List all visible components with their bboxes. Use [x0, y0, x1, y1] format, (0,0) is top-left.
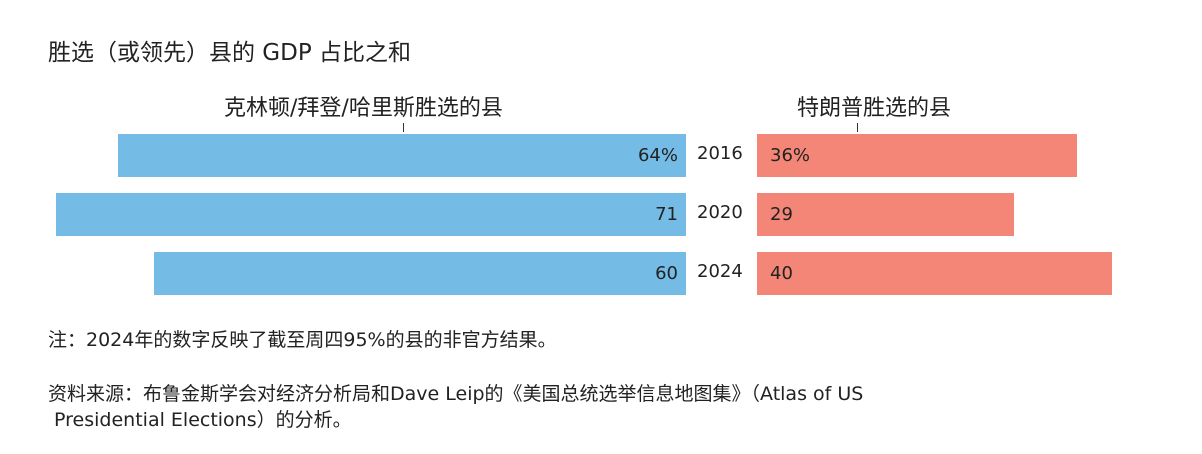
source-line-2: Presidential Elections）的分析。 — [48, 409, 352, 431]
value-label-democrat-2020: 71 — [655, 204, 678, 225]
footnote: 注：2024年的数字反映了截至周四95%的县的非官方结果。 — [48, 329, 557, 351]
bar-democrat-2016 — [118, 134, 686, 177]
year-label-2016: 2016 — [697, 143, 743, 164]
legend-tick-democrat — [403, 123, 404, 132]
legend-tick-trump — [857, 123, 858, 132]
year-label-2020: 2020 — [697, 202, 743, 223]
legend-democrat: 克林顿/拜登/哈里斯胜选的县 — [224, 96, 503, 121]
bar-trump-2020 — [757, 193, 1015, 236]
source-line-1: 资料来源：布鲁金斯学会对经济分析局和Dave Leip的《美国总统选举信息地图集… — [48, 383, 864, 405]
bar-democrat-2020 — [55, 193, 686, 236]
bar-democrat-2024 — [153, 252, 686, 295]
legend-trump: 特朗普胜选的县 — [797, 96, 952, 121]
bar-trump-2024 — [757, 252, 1112, 295]
value-label-trump-2020: 29 — [770, 204, 793, 225]
chart-title: 胜选（或领先）县的 GDP 占比之和 — [48, 40, 412, 66]
value-label-trump-2024: 40 — [770, 263, 793, 284]
bar-trump-2016 — [757, 134, 1077, 177]
value-label-democrat-2016: 64% — [637, 145, 678, 166]
value-label-democrat-2024: 60 — [655, 263, 678, 284]
value-label-trump-2016: 36% — [770, 145, 811, 166]
year-label-2024: 2024 — [697, 261, 743, 282]
